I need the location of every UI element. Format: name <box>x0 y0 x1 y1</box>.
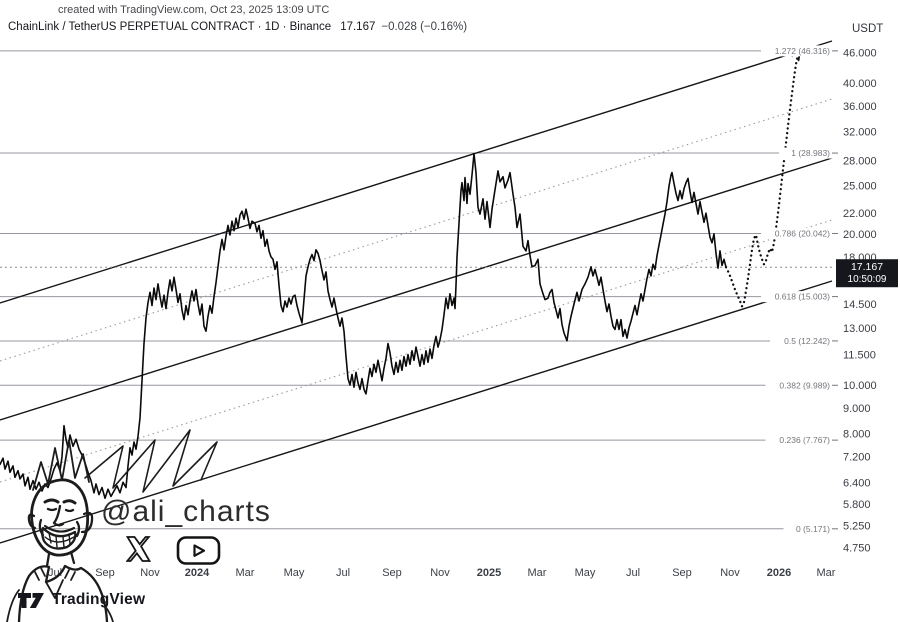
projection-path <box>724 50 802 310</box>
x-axis-tick[interactable]: Nov <box>720 567 740 579</box>
x-axis-tick[interactable]: May <box>284 567 305 579</box>
x-axis-tick[interactable]: 2026 <box>767 567 791 579</box>
x-axis-tick[interactable]: 2024 <box>185 567 210 579</box>
tradingview-logo-text: TradingView <box>52 591 146 608</box>
y-axis-tick[interactable]: 28.000 <box>843 156 877 168</box>
fib-label-bg <box>779 147 832 159</box>
avatar-hair-spikes <box>32 439 90 491</box>
avatar-teeth <box>44 532 75 548</box>
tradingview-logo[interactable]: TradingView <box>18 591 145 609</box>
x-axis-tick[interactable]: 2025 <box>477 567 501 579</box>
x-axis-tick[interactable]: Nov <box>140 567 160 579</box>
credit-line: created with TradingView.com, Oct 23, 20… <box>58 4 330 16</box>
fib-label-bg <box>761 227 832 239</box>
avatar-hair-spikes <box>84 429 218 493</box>
avatar-ear <box>80 511 94 534</box>
y-axis-tick[interactable]: 9.000 <box>843 403 871 415</box>
avatar-shoulder <box>6 589 114 622</box>
fib-level-label: 0.618 (15.003) <box>775 292 830 302</box>
y-axis-tick[interactable]: 13.000 <box>843 323 877 335</box>
trend-channel-midline <box>0 98 833 362</box>
avatar-ear <box>27 513 37 530</box>
quote-currency-label: USDT <box>852 23 884 35</box>
y-axis-tick[interactable]: 5.250 <box>843 521 871 533</box>
x-axis-tick[interactable]: Sep <box>382 567 402 579</box>
fib-level-label: 0.5 (12.242) <box>784 336 830 346</box>
y-axis-tick[interactable]: 36.000 <box>843 101 877 113</box>
avatar-eye <box>46 507 75 513</box>
y-axis-tick[interactable]: 11.500 <box>843 350 876 362</box>
y-axis-tick[interactable]: 32.000 <box>843 126 877 138</box>
avatar-eyebrow <box>43 498 77 505</box>
fib-label-bg <box>761 45 832 57</box>
trend-channel-line[interactable] <box>0 280 833 544</box>
x-axis-tick[interactable]: Sep <box>95 567 115 579</box>
fib-label-bg <box>765 434 832 446</box>
price-change: −0.028 (−0.16%) <box>381 21 468 33</box>
y-axis-tick[interactable]: 6.400 <box>843 477 871 489</box>
x-axis-tick[interactable]: Jul <box>626 567 640 579</box>
price-series-path <box>0 152 727 499</box>
last-price: 17.167 <box>340 21 376 33</box>
x-axis-tick[interactable]: Jul <box>336 567 350 579</box>
y-axis-tick[interactable]: 25.000 <box>843 180 877 192</box>
fib-level-label: 0.382 (9.989) <box>779 380 830 390</box>
fib-level-label: 0.786 (20.042) <box>775 228 830 238</box>
avatar-collar <box>34 567 76 599</box>
y-axis-tick[interactable]: 14.500 <box>843 299 877 311</box>
y-axis-tick[interactable]: 22.000 <box>843 208 877 220</box>
y-axis-tick[interactable]: 46.000 <box>843 47 877 59</box>
fib-level-label: 0.236 (7.767) <box>779 435 830 445</box>
fib-label-bg <box>783 523 832 535</box>
y-axis-tick[interactable]: 20.000 <box>843 229 877 241</box>
fib-label-bg <box>770 335 832 347</box>
avatar-smile <box>41 526 77 550</box>
bar-countdown: 10:50:09 <box>848 274 887 285</box>
price-badge[interactable] <box>836 259 898 288</box>
avatar-nose <box>52 504 65 527</box>
x-logo-icon <box>126 536 152 562</box>
x-axis-tick[interactable]: Sep <box>672 567 692 579</box>
fib-level-label: 0 (5.171) <box>796 524 830 534</box>
watermark-icons <box>126 536 221 565</box>
y-axis-tick[interactable]: 10.000 <box>843 380 877 392</box>
avatar-neck <box>45 550 76 568</box>
fib-level-label: 1 (28.983) <box>791 148 830 158</box>
youtube-logo-icon <box>176 536 221 565</box>
symbol-title[interactable]: ChainLink / TetherUS PERPETUAL CONTRACT … <box>8 21 332 33</box>
y-axis-tick[interactable]: 8.000 <box>843 429 871 441</box>
trend-channel-line[interactable] <box>0 40 833 304</box>
symbol-header: ChainLink / TetherUS PERPETUAL CONTRACT … <box>8 21 467 33</box>
y-axis-tick[interactable]: 40.000 <box>843 78 877 90</box>
x-axis-tick[interactable]: Mar <box>236 567 255 579</box>
x-axis-tick[interactable]: May <box>575 567 596 579</box>
x-axis-tick[interactable]: Mar <box>528 567 547 579</box>
price-badge-value: 17.167 <box>851 261 883 273</box>
avatar-head <box>30 478 90 557</box>
fib-label-bg <box>761 291 832 303</box>
y-axis-tick[interactable]: 7.200 <box>843 452 871 464</box>
y-axis-tick[interactable]: 5.800 <box>843 499 871 511</box>
avatar-shirt <box>17 564 109 622</box>
fib-level-label: 1.272 (46.316) <box>775 46 830 56</box>
avatar-drawing <box>6 429 218 622</box>
tradingview-logo-icon <box>18 592 44 608</box>
trend-channel-line[interactable] <box>0 157 833 421</box>
y-axis-tick[interactable]: 4.750 <box>843 542 871 554</box>
x-axis-tick[interactable]: Mar <box>817 567 836 579</box>
fib-label-bg <box>765 379 832 391</box>
avatar-mustache <box>43 524 76 533</box>
watermark-handle: @ali_charts <box>101 495 271 528</box>
x-axis-tick[interactable]: Nov <box>430 567 450 579</box>
